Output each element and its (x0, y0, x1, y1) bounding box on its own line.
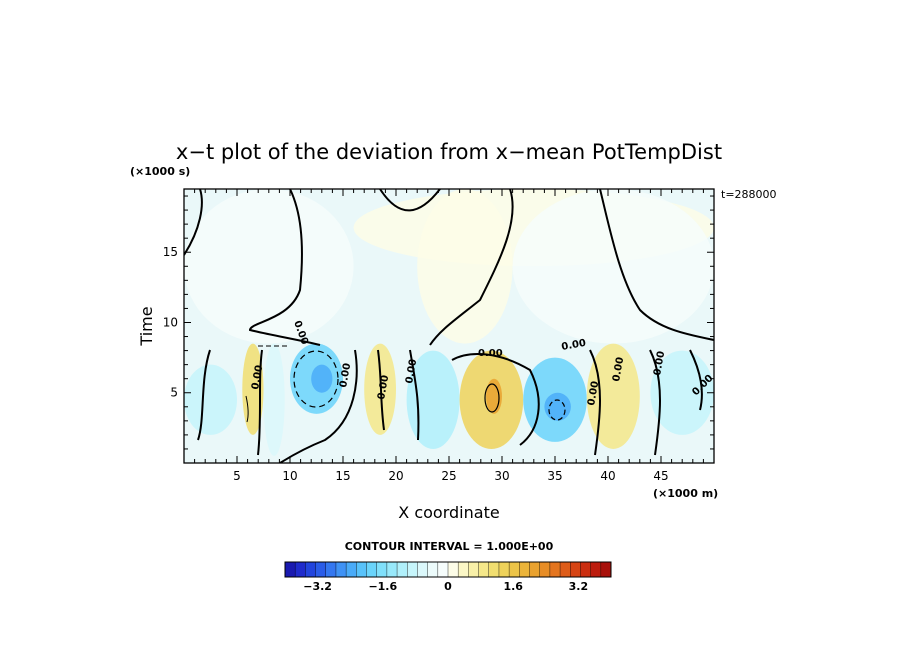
colorbar-labels: −3.2 −1.6 0 1.6 3.2 (303, 580, 588, 593)
contour-label: 0.00 (404, 358, 419, 384)
colorbar-swatch (325, 562, 337, 577)
colorbar-swatch (335, 562, 347, 577)
colorbar-swatch (448, 562, 459, 577)
y-tick-label: 5 (170, 386, 178, 400)
contour-lower-8 (649, 349, 661, 456)
x-tick-label: 40 (600, 469, 615, 483)
contour-lower-6 (451, 353, 540, 446)
colorbar-swatch (590, 562, 602, 577)
x-tick-label: 15 (335, 469, 350, 483)
field-cell (544, 392, 571, 421)
y-tick-label: 10 (163, 315, 178, 329)
colorbar-swatch (560, 562, 571, 577)
y-axis-label: Time (137, 306, 156, 346)
field-cell (184, 364, 237, 435)
field-cell (417, 189, 513, 344)
contour-label: 0.00 (561, 338, 587, 353)
tick-labels-layer: 5 10 15 20 25 30 35 40 45 5 10 15 (163, 245, 669, 483)
colorbar-swatch (519, 562, 530, 577)
colorbar-tick-label: −3.2 (303, 580, 332, 593)
colorbar-swatch (600, 562, 612, 577)
contour-label: 0.00 (478, 348, 503, 359)
contour-ellipse-2 (484, 383, 500, 413)
contour-lower-7 (589, 349, 601, 456)
contour-ellipse-3 (548, 399, 566, 421)
contour-lower-2 (257, 349, 263, 456)
colorbar-swatch (570, 562, 581, 577)
field-cell (406, 350, 460, 449)
contour-lower-3 (279, 349, 358, 463)
colorbar-swatch (529, 562, 541, 577)
colorbar-swatch (417, 562, 429, 577)
colorbar-swatch (356, 562, 367, 577)
contour-label: 0.00 (250, 364, 265, 390)
contour-ellipse-1 (293, 350, 339, 408)
contour-interval-text: CONTOUR INTERVAL = 1.000E+00 (345, 540, 554, 553)
colorbar-swatch (376, 562, 388, 577)
field-cell (184, 189, 354, 344)
contour-upper-middle (379, 189, 514, 346)
contour-label: 0.00 (586, 380, 601, 406)
contour-label: 0.00 (652, 350, 667, 376)
chart-title: x−t plot of the deviation from x−mean Po… (176, 140, 722, 164)
colorbar-swatch (295, 562, 306, 577)
colorbar-swatch (549, 562, 561, 577)
contour-lower-4 (377, 349, 385, 431)
x-tick-label: 25 (441, 469, 456, 483)
colorbar-swatch (407, 562, 418, 577)
colorbar-tick-label: 1.6 (503, 580, 523, 593)
colorbar-tick-label: −1.6 (368, 580, 397, 593)
contour-label: 0.00 (376, 374, 391, 400)
colorbar-swatch (305, 562, 316, 577)
contour-lower-5 (409, 349, 420, 441)
contour-thin-1 (245, 395, 249, 423)
colorbar-swatch (478, 562, 490, 577)
x-tick-label: 45 (653, 469, 668, 483)
x-tick-label: 10 (282, 469, 297, 483)
contour-label: 0.00 (611, 356, 626, 382)
colorbar-swatch (580, 562, 592, 577)
x-axis-label: X coordinate (398, 503, 499, 522)
field-cell (311, 364, 333, 393)
time-label: t=288000 (721, 188, 777, 201)
contour-lower-1 (197, 349, 211, 441)
x-tick-label: 35 (547, 469, 562, 483)
plot-area: 0.00 0.00 0.00 0.00 0.00 0.00 0.00 0.00 … (184, 189, 714, 463)
ticks-layer (184, 189, 714, 463)
x-axis-unit: (×1000 m) (653, 487, 718, 500)
contour-label: 0.00 (338, 362, 353, 388)
x-tick-label: 20 (388, 469, 403, 483)
contour-lines (184, 189, 714, 463)
x-tick-label: 30 (494, 469, 509, 483)
y-axis-unit: (×1000 s) (130, 165, 190, 178)
colorbar-swatch (386, 562, 398, 577)
colorbar-swatch (458, 562, 469, 577)
colorbar-swatch (509, 562, 520, 577)
field-cell (263, 343, 285, 456)
colorbar-swatch (285, 562, 296, 577)
contour-upper-left (184, 189, 321, 346)
colorbar-swatch (315, 562, 327, 577)
field-cell (586, 343, 640, 449)
colorbar-swatch (437, 562, 449, 577)
colorbar-frame (284, 561, 612, 578)
colorbar-swatch (539, 562, 551, 577)
colorbar-tick-label: 0 (444, 580, 452, 593)
colorbar-swatch (427, 562, 439, 577)
colorbar-swatch (366, 562, 378, 577)
colorbar-tick-label: 3.2 (569, 580, 589, 593)
x-tick-label: 5 (233, 469, 241, 483)
contour-lower-9 (689, 349, 703, 411)
colorbar-swatch (397, 562, 408, 577)
contour-upper-right (599, 189, 714, 341)
colorbar-swatch (468, 562, 479, 577)
field-cell (242, 343, 264, 435)
colorbar (285, 562, 612, 577)
field-cell (512, 189, 714, 344)
colorbar-swatch (346, 562, 357, 577)
y-tick-label: 15 (163, 245, 178, 259)
colorbar-swatch (488, 562, 500, 577)
colorbar-swatch (498, 562, 510, 577)
